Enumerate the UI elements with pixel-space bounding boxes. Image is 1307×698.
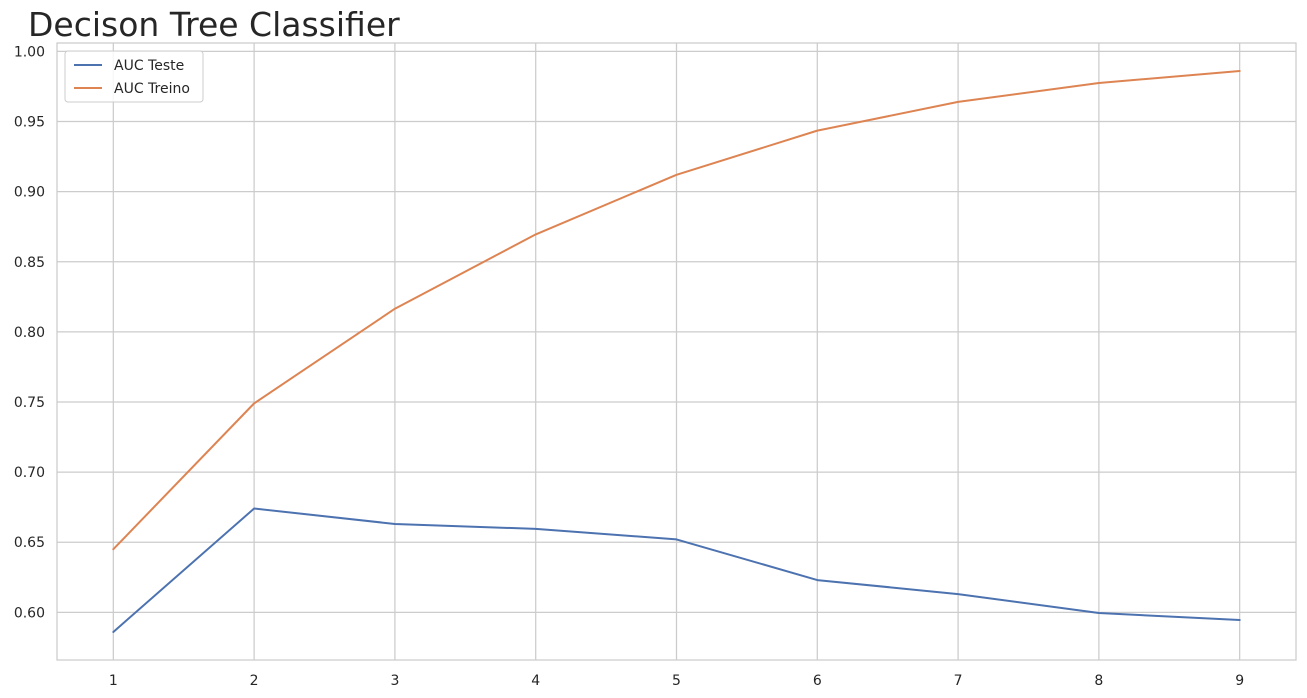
chart-title: Decison Tree Classifier — [28, 5, 400, 44]
y-tick-label: 0.80 — [14, 325, 45, 341]
series-line-auc-treino — [112, 70, 1241, 551]
legend-label: AUC Teste — [114, 58, 184, 74]
series-line-auc-teste — [112, 507, 1241, 633]
x-tick-label: 5 — [672, 673, 681, 689]
x-axis-ticks: 1 2 3 4 5 6 7 8 9 — [109, 673, 1244, 689]
y-tick-label: 0.85 — [14, 255, 45, 271]
y-tick-label: 0.60 — [14, 605, 45, 621]
x-tick-label: 8 — [1094, 673, 1103, 689]
y-tick-label: 0.75 — [14, 395, 45, 411]
y-axis-ticks: 0.60 0.65 0.70 0.75 0.80 0.85 0.90 0.95 1.00 — [14, 44, 45, 621]
legend: AUC Teste AUC Treino — [64, 50, 204, 103]
legend-label: AUC Treino — [114, 81, 190, 97]
y-tick-label: 0.90 — [14, 185, 45, 201]
y-tick-label: 1.00 — [14, 44, 45, 60]
x-tick-label: 9 — [1235, 673, 1244, 689]
x-tick-label: 1 — [109, 673, 118, 689]
series-lines — [112, 70, 1241, 633]
plot-frame — [56, 42, 1297, 661]
y-tick-label: 0.95 — [14, 115, 45, 131]
y-tick-label: 0.65 — [14, 535, 45, 551]
x-tick-label: 6 — [813, 673, 822, 689]
x-tick-label: 2 — [250, 673, 259, 689]
legend-box — [64, 50, 204, 103]
x-tick-label: 3 — [390, 673, 399, 689]
y-tick-label: 0.70 — [14, 465, 45, 481]
x-tick-label: 7 — [954, 673, 963, 689]
x-tick-label: 4 — [531, 673, 540, 689]
